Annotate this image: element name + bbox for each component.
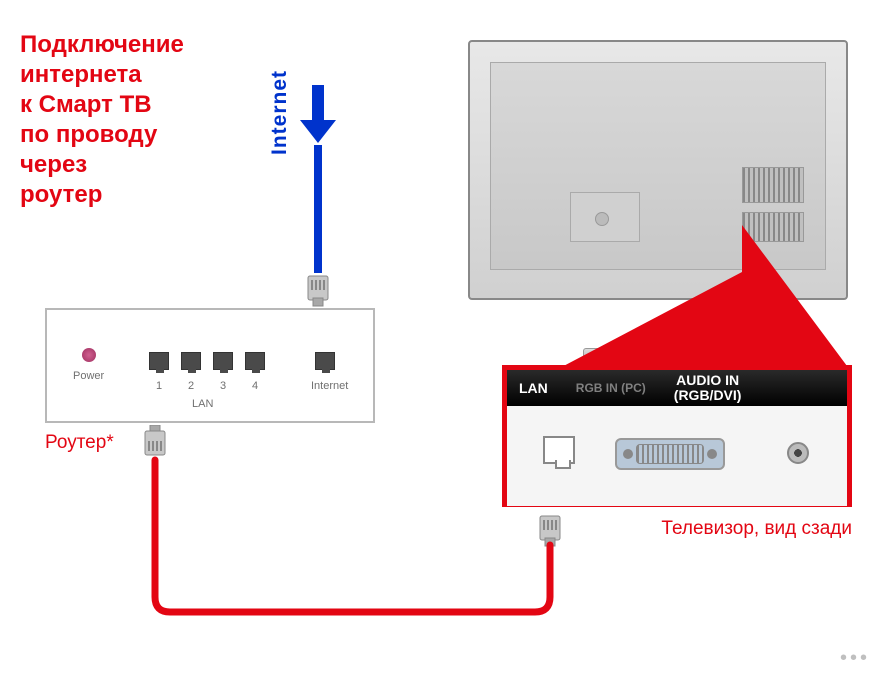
callout-audio-line1: AUDIO IN <box>676 372 739 388</box>
router-internet-port <box>315 352 335 370</box>
router-lan-label: LAN <box>192 398 213 410</box>
tv-vga-port-icon <box>615 438 725 470</box>
tv-vent-icon <box>742 167 804 203</box>
tv-vent-icon <box>742 212 804 242</box>
tv-caption: Телевизор, вид сзади <box>661 518 852 540</box>
port-num-1: 1 <box>149 380 169 392</box>
rj45-connector-icon <box>304 270 332 308</box>
router-lan-port-2 <box>181 352 201 370</box>
callout-audio-header: AUDIO IN (RGB/DVI) <box>674 373 742 404</box>
internet-cable <box>314 145 322 273</box>
port-num-4: 4 <box>245 380 265 392</box>
router-lan-port-3 <box>213 352 233 370</box>
callout-lan-header: LAN <box>519 380 548 396</box>
callout-rgb-header: RGB IN (PC) <box>576 381 646 395</box>
port-num-3: 3 <box>213 380 233 392</box>
rj45-connector-icon <box>141 425 169 463</box>
tv-audio-jack-icon <box>787 442 809 464</box>
router-power-label: Power <box>73 370 104 382</box>
tv-back-view <box>468 40 848 330</box>
router-internet-label: Internet <box>311 380 348 392</box>
router-lan-port-4 <box>245 352 265 370</box>
ellipsis-icon: ••• <box>840 647 870 670</box>
internet-label: Internet <box>268 70 292 155</box>
tv-ports-callout: LAN RGB IN (PC) AUDIO IN (RGB/DVI) <box>502 365 852 507</box>
router-lan-port-1 <box>149 352 169 370</box>
router-caption: Роутер* <box>45 432 114 454</box>
internet-arrow-icon <box>296 85 340 145</box>
port-num-2: 2 <box>181 380 201 392</box>
rj45-connector-icon <box>536 510 564 548</box>
router-device: Power 1 2 3 4 LAN Internet <box>45 308 375 423</box>
router-power-led-icon <box>82 348 96 362</box>
diagram-title: Подключение интернета к Смарт ТВ по пров… <box>20 30 184 210</box>
tv-lan-port-icon <box>543 436 575 464</box>
callout-audio-line2: (RGB/DVI) <box>674 387 742 403</box>
